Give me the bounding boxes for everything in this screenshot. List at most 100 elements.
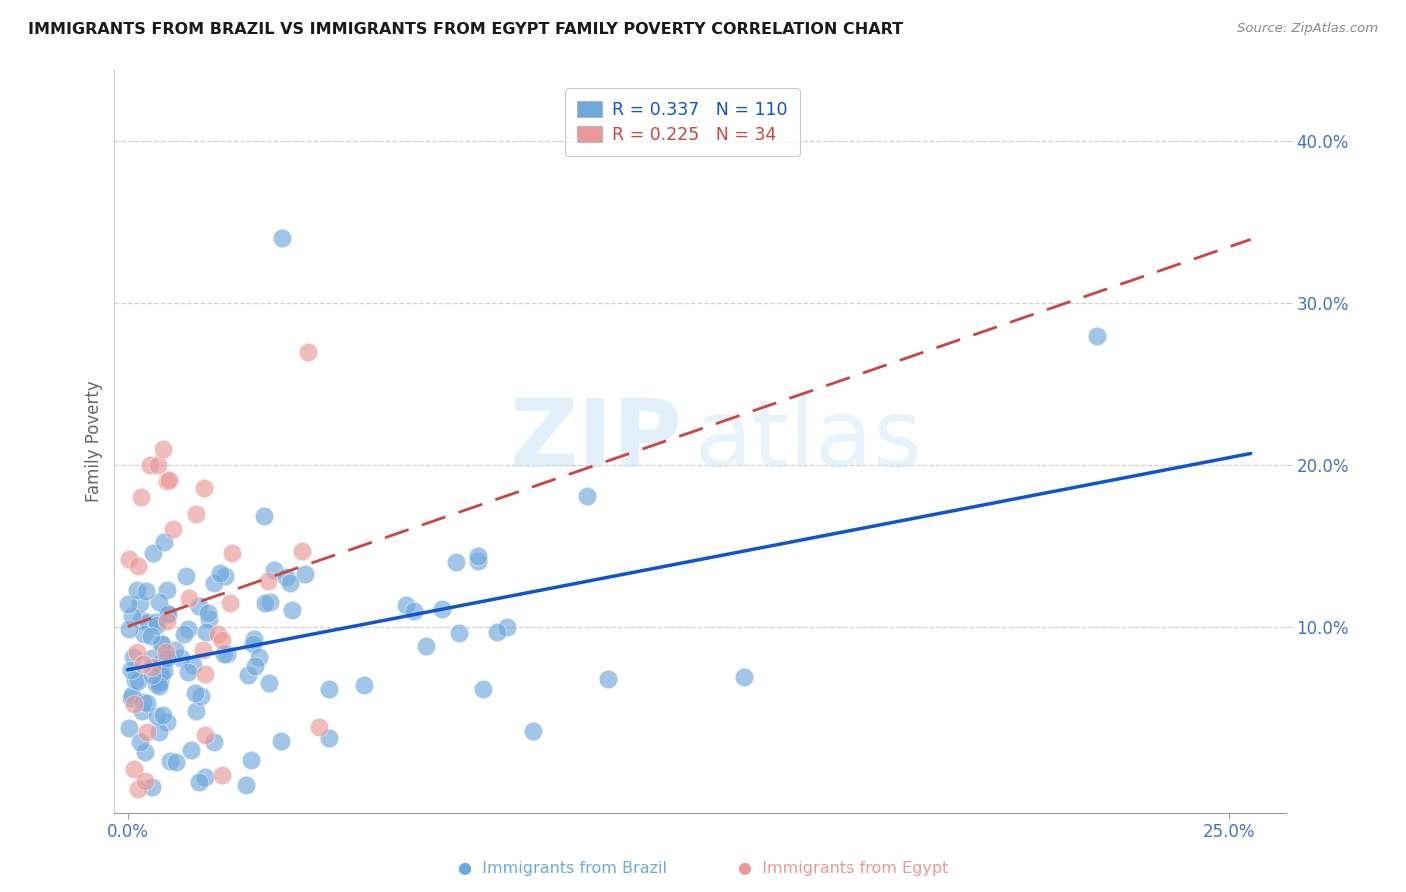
Point — [136, 615, 159, 629]
Point — [162, 522, 184, 536]
Text: ●  Immigrants from Egypt: ● Immigrants from Egypt — [738, 861, 949, 876]
Point — [148, 679, 170, 693]
Point — [152, 442, 174, 456]
Point — [127, 645, 149, 659]
Point — [219, 596, 242, 610]
Point — [152, 708, 174, 723]
Point — [150, 637, 173, 651]
Point — [135, 583, 157, 598]
Point — [149, 668, 172, 682]
Point — [209, 566, 232, 580]
Point — [127, 559, 149, 574]
Point — [280, 576, 302, 591]
Point — [318, 731, 340, 746]
Point — [132, 695, 155, 709]
Point — [122, 697, 145, 711]
Point — [155, 645, 177, 659]
Point — [471, 681, 494, 696]
Point — [194, 728, 217, 742]
Point — [134, 627, 156, 641]
Point — [211, 632, 233, 647]
Point — [270, 734, 292, 748]
Point — [165, 755, 187, 769]
Point — [149, 636, 172, 650]
Point — [281, 603, 304, 617]
Text: Source: ZipAtlas.com: Source: ZipAtlas.com — [1237, 22, 1378, 36]
Point — [145, 677, 167, 691]
Point — [148, 725, 170, 739]
Point — [308, 720, 330, 734]
Point — [467, 554, 489, 568]
Point — [124, 762, 146, 776]
Point — [134, 745, 156, 759]
Point — [194, 667, 217, 681]
Point — [129, 734, 152, 748]
Point — [156, 715, 179, 730]
Point — [197, 606, 219, 620]
Point — [157, 607, 180, 622]
Point — [187, 774, 209, 789]
Point — [221, 546, 243, 560]
Point — [211, 768, 233, 782]
Point — [146, 618, 169, 632]
Point — [124, 673, 146, 688]
Point — [522, 724, 544, 739]
Point — [148, 594, 170, 608]
Point — [294, 566, 316, 581]
Point — [181, 657, 204, 672]
Point — [134, 774, 156, 789]
Point — [432, 602, 454, 616]
Text: IMMIGRANTS FROM BRAZIL VS IMMIGRANTS FROM EGYPT FAMILY POVERTY CORRELATION CHART: IMMIGRANTS FROM BRAZIL VS IMMIGRANTS FRO… — [28, 22, 903, 37]
Point — [129, 491, 152, 505]
Point — [117, 597, 139, 611]
Point — [259, 594, 281, 608]
Point — [188, 599, 211, 613]
Point — [202, 735, 225, 749]
Point — [274, 570, 297, 584]
Point — [152, 654, 174, 668]
Point — [121, 608, 143, 623]
Text: atlas: atlas — [695, 395, 922, 487]
Point — [118, 721, 141, 735]
Point — [598, 672, 620, 686]
Point — [157, 473, 180, 487]
Point — [131, 704, 153, 718]
Point — [214, 569, 236, 583]
Point — [148, 458, 170, 472]
Point — [253, 596, 276, 610]
Point — [184, 686, 207, 700]
Point — [467, 549, 489, 564]
Point — [495, 620, 517, 634]
Point — [207, 627, 229, 641]
Point — [120, 690, 142, 705]
Point — [127, 673, 149, 688]
Point — [194, 770, 217, 784]
Point — [318, 682, 340, 697]
Point — [193, 481, 215, 495]
Point — [136, 696, 159, 710]
Point — [159, 754, 181, 768]
Point — [127, 781, 149, 796]
Point — [257, 574, 280, 589]
Point — [156, 474, 179, 488]
Point — [243, 658, 266, 673]
Point — [733, 670, 755, 684]
Point — [198, 612, 221, 626]
Point — [141, 668, 163, 682]
Point — [195, 625, 218, 640]
Point — [138, 458, 160, 472]
Point — [236, 668, 259, 682]
Point — [174, 569, 197, 583]
Point — [257, 675, 280, 690]
Point — [177, 665, 200, 680]
Point — [485, 624, 508, 639]
Point — [118, 622, 141, 636]
Point — [239, 753, 262, 767]
Point — [141, 659, 163, 673]
Point — [118, 552, 141, 566]
Point — [125, 583, 148, 598]
Point — [141, 651, 163, 665]
Point — [153, 664, 176, 678]
Point — [1085, 328, 1108, 343]
Point — [153, 535, 176, 549]
